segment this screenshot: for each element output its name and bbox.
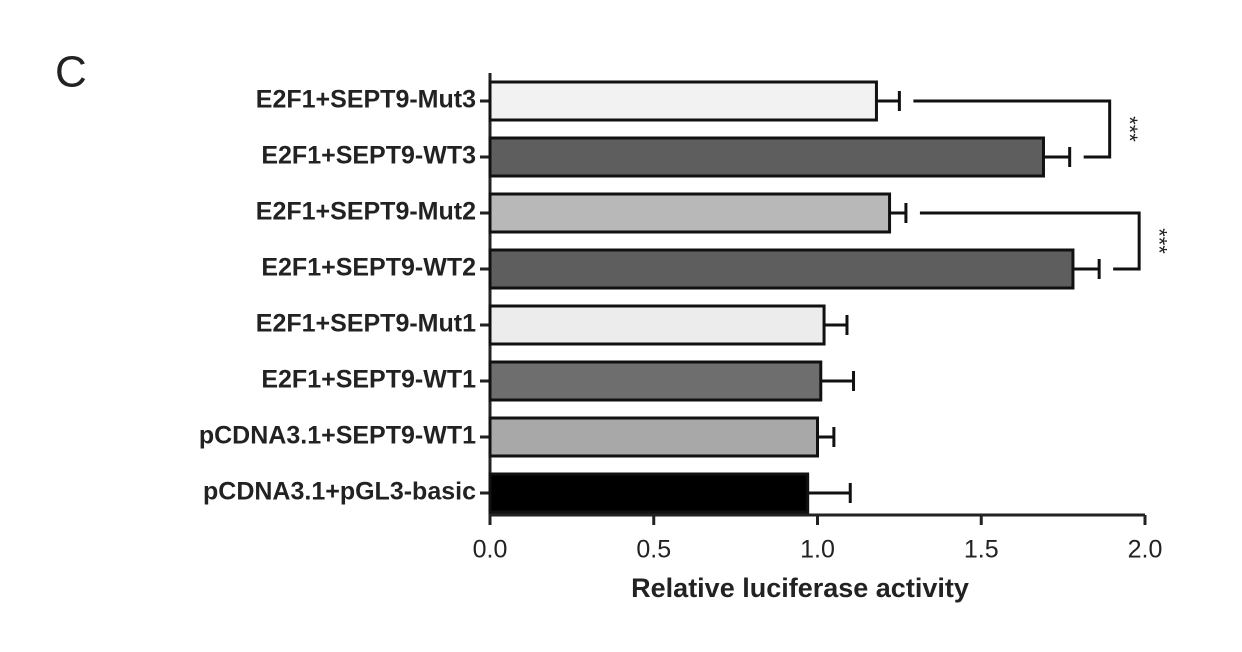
bar <box>488 416 819 458</box>
error-bar <box>824 315 849 335</box>
x-axis-label: Relative luciferase activity <box>631 573 969 603</box>
y-tick-label: E2F1+SEPT9-WT2 <box>261 254 476 282</box>
significance-bracket <box>913 99 1112 159</box>
significance-label: *** <box>1146 228 1171 254</box>
significance-bracket <box>919 211 1141 271</box>
x-tick-label: 1.5 <box>964 536 999 564</box>
error-bar <box>876 91 901 111</box>
bar <box>488 136 1045 178</box>
y-tick-label: E2F1+SEPT9-Mut1 <box>256 310 476 338</box>
significance-label: *** <box>1117 116 1142 142</box>
error-bar <box>807 483 852 503</box>
y-tick-label: pCDNA3.1+SEPT9-WT1 <box>199 422 476 450</box>
bar <box>488 472 810 514</box>
x-tick-label: 1.0 <box>800 536 835 564</box>
y-tick-label: E2F1+SEPT9-WT1 <box>261 366 476 394</box>
y-tick-label: pCDNA3.1+pGL3-basic <box>203 478 476 506</box>
x-tick-label: 0.5 <box>636 536 671 564</box>
y-tick-label: E2F1+SEPT9-WT3 <box>261 142 476 170</box>
error-bar <box>817 427 836 447</box>
error-bar <box>889 203 908 223</box>
error-bar <box>820 371 856 391</box>
error-bar <box>1072 259 1101 279</box>
bar <box>488 360 823 402</box>
bar <box>488 192 892 234</box>
panel-label: C <box>55 48 87 97</box>
bar <box>488 248 1075 290</box>
bar <box>488 80 878 122</box>
bar <box>488 304 826 346</box>
x-tick-label: 2.0 <box>1128 536 1163 564</box>
y-tick-label: E2F1+SEPT9-Mut2 <box>256 198 476 226</box>
y-tick-label: E2F1+SEPT9-Mut3 <box>256 86 476 114</box>
x-tick-label: 0.0 <box>473 536 508 564</box>
error-bar <box>1043 147 1072 167</box>
